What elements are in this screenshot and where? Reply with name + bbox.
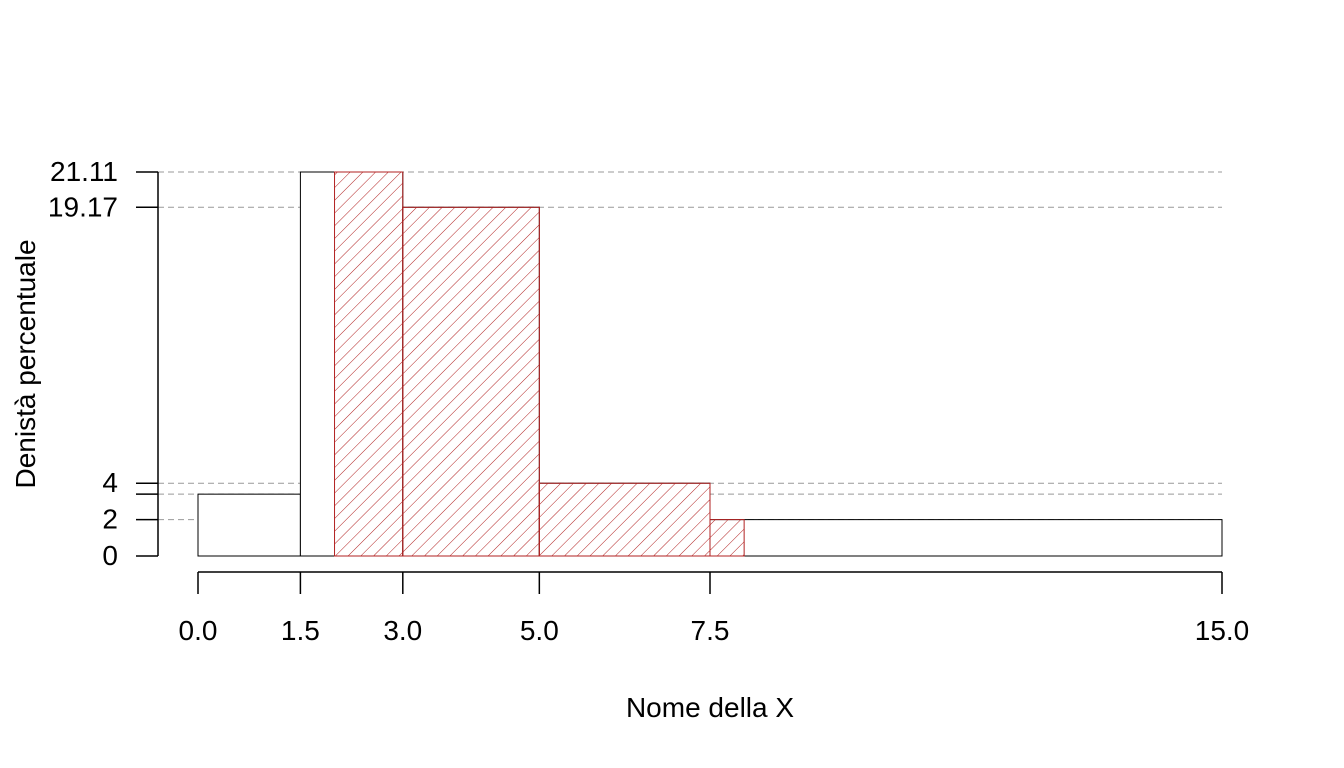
histogram-bar bbox=[197, 493, 301, 557]
x-axis-label: Nome della X bbox=[626, 692, 794, 723]
x-tick-label: 1.5 bbox=[281, 615, 320, 646]
y-axis-label: Denistà percentuale bbox=[10, 239, 41, 488]
y-tick-label: 21.11 bbox=[50, 156, 118, 187]
y-tick-label: 4 bbox=[102, 467, 118, 498]
highlighted-bar bbox=[402, 206, 540, 557]
histogram-bar bbox=[709, 519, 1223, 557]
highlighted-bars bbox=[334, 171, 745, 557]
x-tick-label: 0.0 bbox=[179, 615, 218, 646]
y-axis: 0 2 4 19.17 21.11 bbox=[48, 156, 159, 571]
x-axis: 0.0 1.5 3.0 5.0 7.5 15.0 bbox=[179, 571, 1250, 646]
highlighted-bar bbox=[538, 482, 711, 557]
x-tick-label: 15.0 bbox=[1195, 615, 1250, 646]
y-tick-label: 19.17 bbox=[48, 191, 118, 222]
x-tick-label: 7.5 bbox=[691, 615, 730, 646]
x-tick-label: 3.0 bbox=[383, 615, 422, 646]
y-tick-label: 2 bbox=[102, 504, 118, 535]
highlighted-bar bbox=[709, 519, 745, 557]
x-tick-label: 5.0 bbox=[520, 615, 559, 646]
y-tick-label: 0 bbox=[102, 540, 118, 571]
highlighted-bar bbox=[334, 171, 404, 557]
